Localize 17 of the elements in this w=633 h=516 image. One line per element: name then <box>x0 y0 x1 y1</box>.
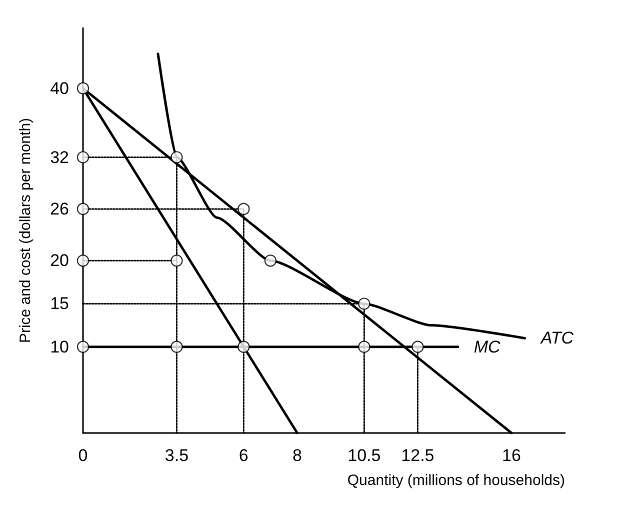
x-tick-label: 10.5 <box>348 446 381 465</box>
x-tick-label: 8 <box>292 446 302 465</box>
x-tick-label: 0 <box>78 446 88 465</box>
series-label: ATC <box>540 328 574 348</box>
y-axis-title: Price and cost (dollars per month) <box>17 118 34 344</box>
series-label: MC <box>474 337 502 356</box>
y-tick-label: 20 <box>50 251 69 270</box>
y-tick-label: 32 <box>50 148 69 167</box>
x-tick-label: 12.5 <box>401 446 434 465</box>
y-tick-label: 10 <box>50 337 69 356</box>
x-tick-label: 16 <box>502 446 521 465</box>
y-tick-label: 40 <box>50 78 69 98</box>
x-axis-title: Quantity (millions of households) <box>347 472 565 489</box>
y-tick-label: 26 <box>50 199 69 218</box>
y-tick-label: 15 <box>50 294 69 314</box>
x-tick-label: 3.5 <box>164 446 189 465</box>
x-tick-label: 6 <box>238 446 248 465</box>
